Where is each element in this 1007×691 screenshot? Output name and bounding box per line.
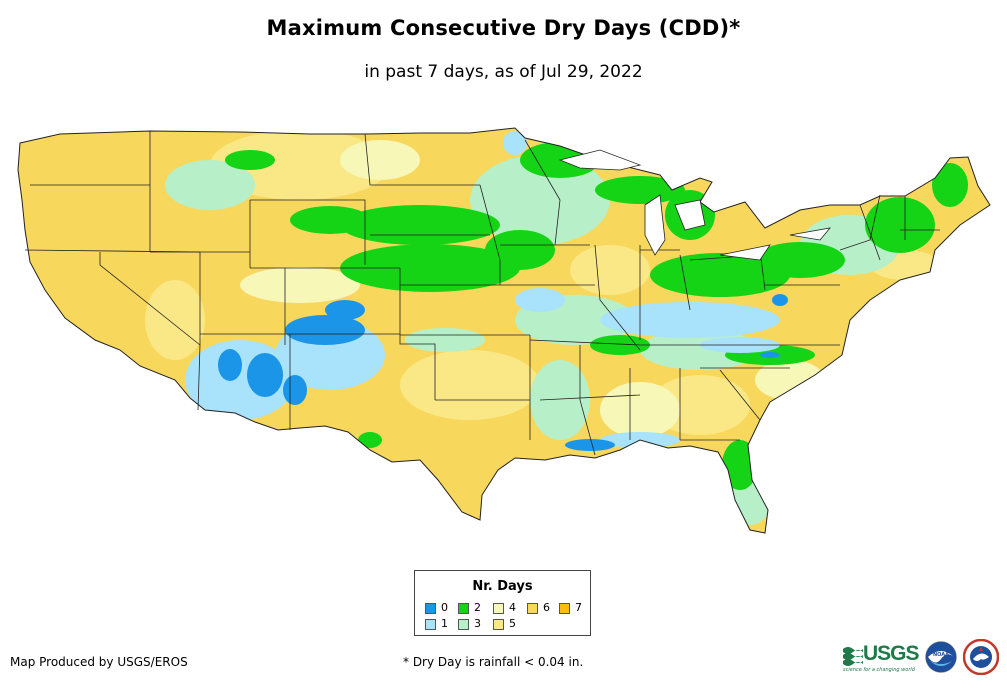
noaa-wordmark: NOAA xyxy=(933,652,949,658)
legend-swatch-3 xyxy=(458,619,469,630)
usgs-logo-icon: USGS science for a changing world xyxy=(843,641,920,673)
legend-label-2: 2 xyxy=(474,601,481,614)
nws-logo-icon xyxy=(963,639,999,675)
legend-swatch-0 xyxy=(425,603,436,614)
producer-credit: Map Produced by USGS/EROS xyxy=(10,655,188,669)
legend-label-7: 7 xyxy=(575,601,582,614)
usgs-wave-icon xyxy=(843,647,863,666)
legend-label-5: 5 xyxy=(509,617,516,630)
us-dry-days-map xyxy=(17,127,991,534)
legend-swatch-4 xyxy=(493,603,504,614)
legend-label-3: 3 xyxy=(474,617,481,630)
usgs-tagline: science for a changing world xyxy=(843,667,915,673)
usgs-wordmark: USGS xyxy=(863,642,920,665)
legend-label-6: 6 xyxy=(543,601,550,614)
dry-day-footnote: * Dry Day is rainfall < 0.04 in. xyxy=(403,655,584,669)
noaa-logo-icon: NOAA xyxy=(925,641,957,673)
legend: Nr. Days 0 1 2 3 4 5 6 7 xyxy=(414,570,591,636)
map-title: Maximum Consecutive Dry Days (CDD)* xyxy=(266,16,741,40)
legend-label-0: 0 xyxy=(441,601,448,614)
legend-swatch-7 xyxy=(559,603,570,614)
legend-label-1: 1 xyxy=(441,617,448,630)
legend-swatch-1 xyxy=(425,619,436,630)
legend-swatch-6 xyxy=(527,603,538,614)
legend-title: Nr. Days xyxy=(472,579,533,594)
legend-label-4: 4 xyxy=(509,601,516,614)
legend-swatch-5 xyxy=(493,619,504,630)
map-subtitle: in past 7 days, as of Jul 29, 2022 xyxy=(364,62,643,82)
legend-swatch-2 xyxy=(458,603,469,614)
